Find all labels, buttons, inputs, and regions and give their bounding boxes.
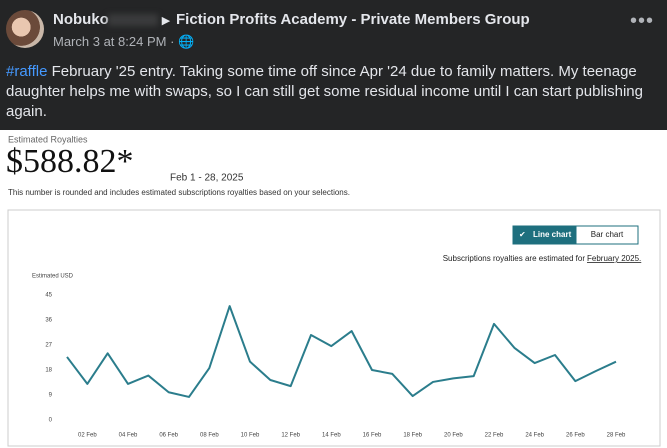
x-tick-label: 02 Feb: [78, 433, 97, 439]
line-chart-label: Line chart: [533, 230, 572, 239]
redacted: [108, 14, 158, 26]
royalties-label: Estimated Royalties: [8, 134, 88, 144]
y-tick-label: 0: [49, 418, 53, 424]
bar-chart-button[interactable]: [575, 225, 639, 245]
post-time[interactable]: March 3 at 8:24 PM · 🌐: [53, 34, 195, 49]
y-tick-label: 9: [49, 393, 53, 399]
y-tick-label: 36: [45, 318, 52, 324]
royalties-note: This number is rounded and includes esti…: [8, 188, 350, 197]
x-tick-label: 26 Feb: [566, 433, 585, 439]
x-tick-label: 16 Feb: [363, 433, 382, 439]
x-tick-label: 14 Feb: [322, 433, 341, 439]
x-tick-label: 08 Feb: [200, 433, 219, 439]
post-header: Nobuko ▸ Fiction Profits Academy - Priva…: [0, 0, 667, 130]
x-tick-label: 12 Feb: [281, 433, 300, 439]
y-tick-label: 18: [45, 368, 52, 374]
y-tick-label: 27: [45, 343, 52, 349]
avatar[interactable]: [6, 10, 44, 48]
estimate-link[interactable]: February 2025.: [587, 254, 641, 263]
estimate-note: Subscriptions royalties are estimated fo…: [443, 254, 586, 263]
x-tick-label: 10 Feb: [241, 433, 260, 439]
x-tick-label: 18 Feb: [403, 433, 422, 439]
x-tick-label: 28 Feb: [607, 433, 626, 439]
group-name[interactable]: Fiction Profits Academy - Private Member…: [176, 11, 530, 28]
y-axis-title: Estimated USD: [32, 274, 74, 280]
y-tick-label: 45: [45, 293, 52, 299]
x-tick-label: 20 Feb: [444, 433, 463, 439]
more-button[interactable]: •••: [630, 10, 655, 32]
bar-chart-label: Bar chart: [591, 230, 624, 239]
chart-frame: [7, 209, 661, 447]
x-tick-label: 24 Feb: [525, 433, 544, 439]
post-text: #raffle February '25 entry. Taking some …: [6, 62, 656, 122]
x-tick-label: 06 Feb: [159, 433, 178, 439]
royalties-panel: Estimated Royalties $588.82* Feb 1 - 28,…: [6, 134, 661, 447]
check: ✔: [519, 230, 526, 239]
hashtag[interactable]: #raffle: [6, 63, 48, 80]
date-range: Feb 1 - 28, 2025: [170, 173, 244, 184]
post-body: February '25 entry. Taking some time off…: [6, 63, 643, 120]
time-text: March 3 at 8:24 PM: [53, 34, 167, 49]
author[interactable]: Nobuko: [53, 11, 109, 28]
x-tick-label: 22 Feb: [485, 433, 504, 439]
x-tick-label: 04 Feb: [119, 433, 138, 439]
arrow: ▸: [162, 12, 170, 29]
line: [66, 305, 617, 398]
royalties-amount: $588.82*: [6, 143, 134, 180]
